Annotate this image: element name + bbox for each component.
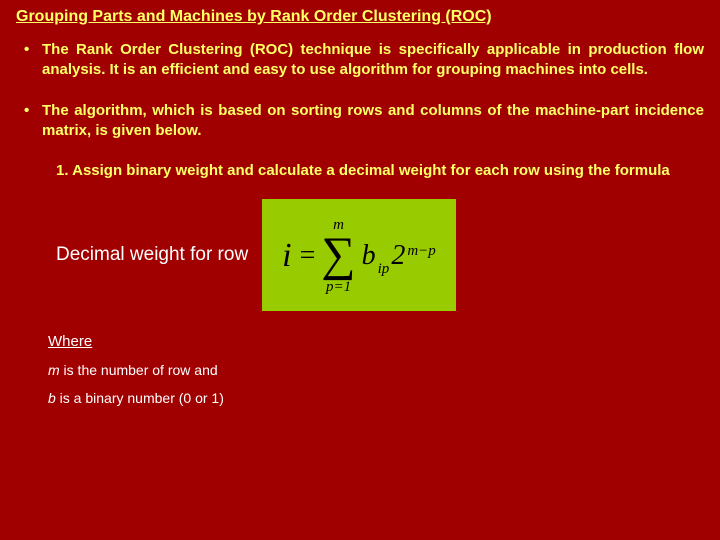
formula-box: i = m ∑ p=1 b ip 2 m−p xyxy=(262,199,456,311)
desc-b: b is a binary number (0 or 1) xyxy=(48,390,704,406)
desc-b-text: is a binary number (0 or 1) xyxy=(56,390,224,406)
step-one: 1. Assign binary weight and calculate a … xyxy=(16,161,704,181)
slide-title: Grouping Parts and Machines by Rank Orde… xyxy=(16,8,704,26)
desc-m: m is the number of row and xyxy=(48,362,704,378)
formula-lhs: i xyxy=(282,237,291,275)
exponent: m−p xyxy=(407,243,435,260)
formula-label: Decimal weight for row xyxy=(56,244,248,266)
coeff: b xyxy=(362,240,376,272)
sigma-icon: ∑ xyxy=(321,235,355,276)
var-b: b xyxy=(48,390,56,406)
formula-equals: = xyxy=(300,240,316,272)
slide: Grouping Parts and Machines by Rank Orde… xyxy=(0,0,720,540)
bullet-item: The Rank Order Clustering (ROC) techniqu… xyxy=(16,40,704,81)
desc-m-text: is the number of row and xyxy=(60,362,218,378)
formula-term: b ip 2 m−p xyxy=(362,240,436,272)
base: 2 xyxy=(391,240,405,272)
coeff-sub: ip xyxy=(378,261,390,278)
sum-lower: p=1 xyxy=(326,280,351,295)
formula-row: Decimal weight for row i = m ∑ p=1 b ip … xyxy=(56,199,704,311)
bullet-item: The algorithm, which is based on sorting… xyxy=(16,101,704,142)
bullet-list: The Rank Order Clustering (ROC) techniqu… xyxy=(16,40,704,141)
var-m: m xyxy=(48,362,60,378)
summation: m ∑ p=1 xyxy=(321,218,355,295)
where-label: Where xyxy=(48,333,704,350)
